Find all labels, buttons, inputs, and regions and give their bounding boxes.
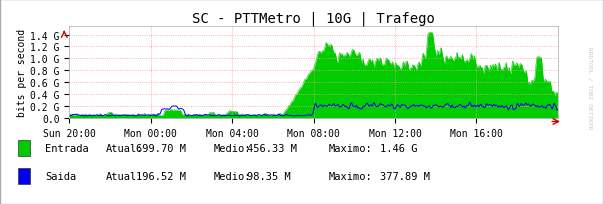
Text: Medio:: Medio: bbox=[214, 143, 251, 153]
Text: 196.52 M: 196.52 M bbox=[136, 172, 186, 181]
Text: 377.89 M: 377.89 M bbox=[380, 172, 430, 181]
Text: 456.33 M: 456.33 M bbox=[247, 143, 297, 153]
Text: Atual:: Atual: bbox=[106, 172, 143, 181]
Text: Entrada: Entrada bbox=[45, 143, 89, 153]
Text: 98.35 M: 98.35 M bbox=[247, 172, 291, 181]
Text: Atual:: Atual: bbox=[106, 143, 143, 153]
Text: RRDTOOL / TOBI OETIKER: RRDTOOL / TOBI OETIKER bbox=[587, 47, 592, 129]
Text: Medio:: Medio: bbox=[214, 172, 251, 181]
Title: SC - PTTMetro | 10G | Trafego: SC - PTTMetro | 10G | Trafego bbox=[192, 11, 435, 26]
Text: Saida: Saida bbox=[45, 172, 77, 181]
Text: Maximo:: Maximo: bbox=[329, 172, 373, 181]
Text: Maximo:: Maximo: bbox=[329, 143, 373, 153]
Text: 699.70 M: 699.70 M bbox=[136, 143, 186, 153]
Y-axis label: bits per second: bits per second bbox=[17, 29, 28, 116]
Text: 1.46 G: 1.46 G bbox=[380, 143, 417, 153]
